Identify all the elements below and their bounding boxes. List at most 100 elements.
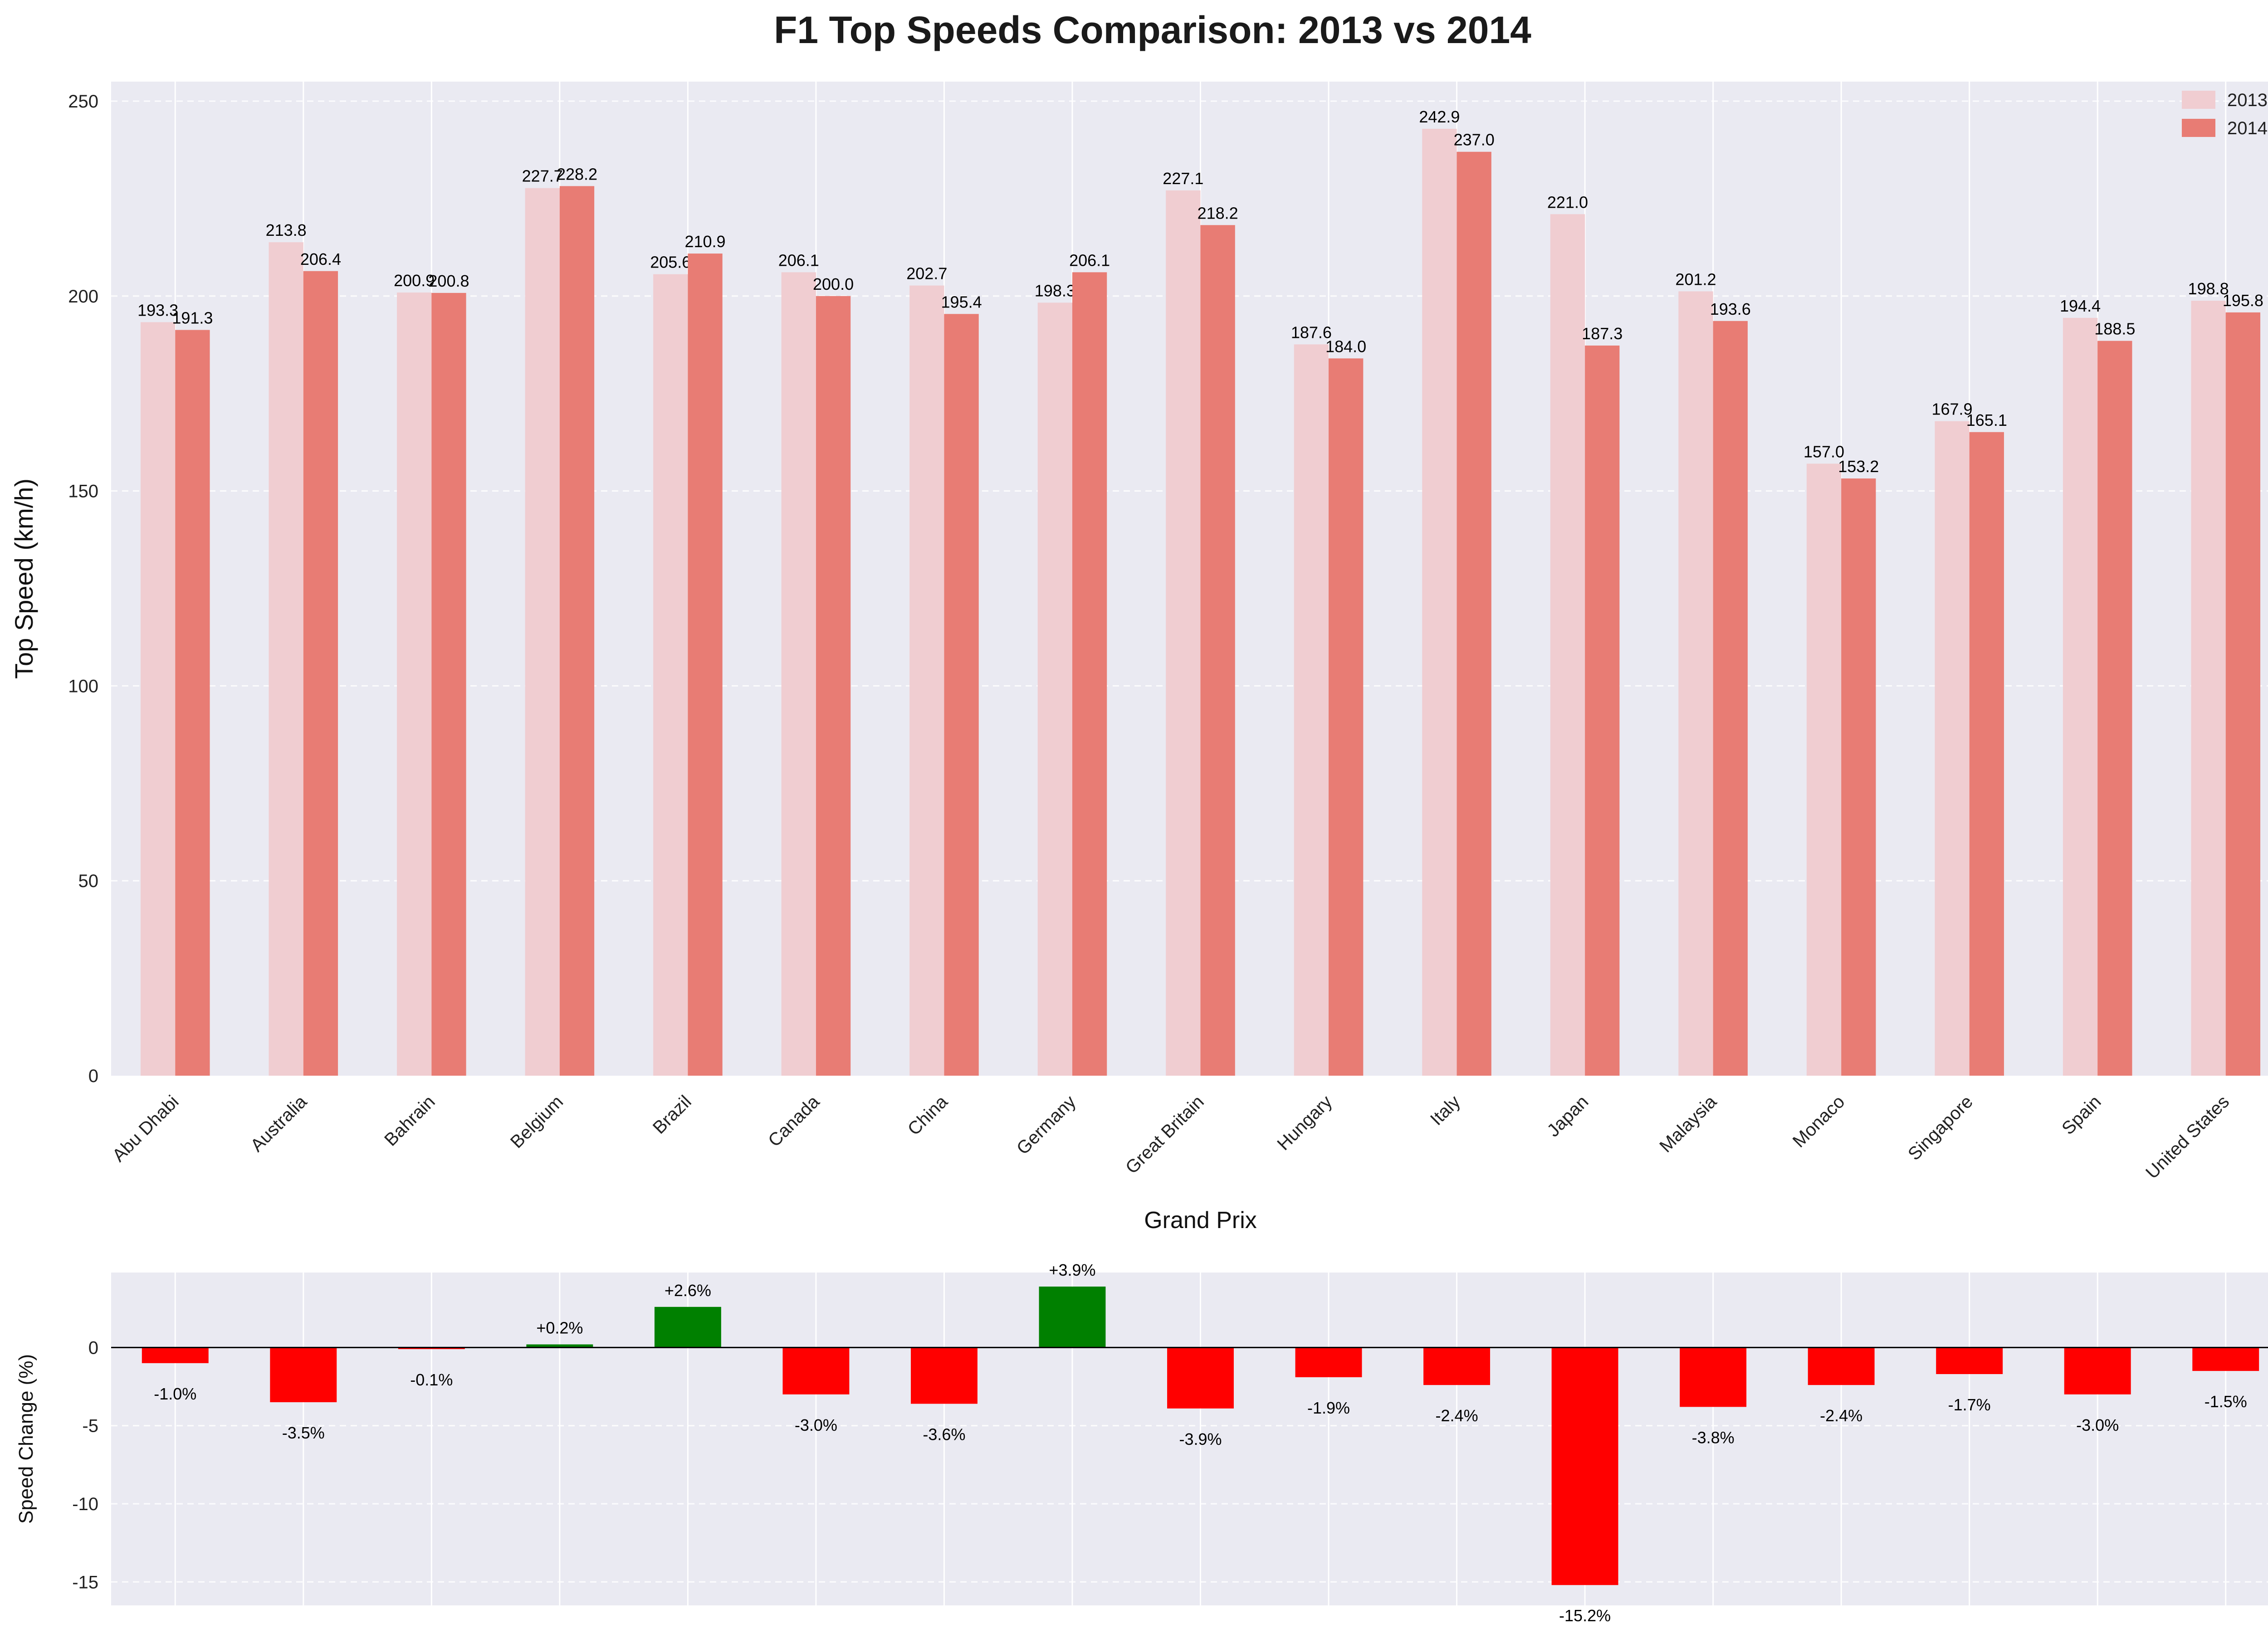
bar-2014 xyxy=(1713,321,1748,1076)
bar-value-label: 218.2 xyxy=(1198,204,1238,222)
change-value-label: -2.4% xyxy=(1436,1406,1478,1425)
change-value-label: -1.9% xyxy=(1307,1399,1350,1417)
bar-value-label: 167.9 xyxy=(1931,400,1972,419)
bar-value-label: 205.6 xyxy=(650,253,691,272)
y-tick-label: 100 xyxy=(68,676,98,696)
change-value-label: -3.9% xyxy=(1179,1430,1222,1448)
speed-change-chart: -15 -10 -5 0 -1.0% -3.5% -0.1% +0.2% +2.6% -3.0% -… xyxy=(15,1261,2268,1625)
y-tick-label: -15 xyxy=(72,1572,98,1592)
change-value-label: -3.5% xyxy=(282,1424,325,1442)
bar-2013 xyxy=(1166,190,1201,1076)
bar-value-label: 221.0 xyxy=(1547,193,1588,211)
bar-value-label: 213.8 xyxy=(266,221,307,239)
bar-value-label: 153.2 xyxy=(1838,457,1879,476)
change-bar xyxy=(2064,1347,2131,1394)
change-value-label: -2.4% xyxy=(1820,1406,1862,1425)
x-tick-label: Great Britain xyxy=(1122,1092,1208,1178)
bar-2014 xyxy=(1329,358,1364,1076)
bar-2013 xyxy=(1806,463,1842,1076)
bar-2013 xyxy=(397,293,432,1076)
bar-2013 xyxy=(1037,302,1072,1076)
change-bar xyxy=(1808,1347,1875,1385)
bar-2014 xyxy=(1969,432,2004,1076)
bar-value-label: 198.3 xyxy=(1035,281,1075,300)
bar-2013 xyxy=(909,285,944,1076)
bar-value-label: 200.0 xyxy=(813,275,854,293)
legend: 2013 2014 xyxy=(2182,90,2268,138)
bar-2014 xyxy=(559,186,595,1076)
legend-label: 2013 xyxy=(2227,90,2268,110)
bar-2014 xyxy=(2097,341,2132,1076)
change-bar xyxy=(1039,1287,1106,1348)
bar-value-label: 227.1 xyxy=(1163,169,1203,188)
x-tick-label: Spain xyxy=(2058,1092,2105,1138)
chart-title: F1 Top Speeds Comparison: 2013 vs 2014 xyxy=(774,9,1531,51)
y-tick-label: 150 xyxy=(68,482,98,502)
bar-2013 xyxy=(269,242,303,1076)
y-tick-label: -10 xyxy=(72,1494,98,1514)
bar-value-label: 200.9 xyxy=(394,271,435,290)
y-tick-label: -5 xyxy=(82,1416,98,1436)
legend-label: 2014 xyxy=(2227,118,2268,138)
bar-2013 xyxy=(1294,344,1329,1076)
plot-area xyxy=(111,1273,2268,1605)
legend-swatch-2014 xyxy=(2182,119,2215,137)
x-tick-label: Australia xyxy=(247,1092,311,1156)
bar-value-label: 202.7 xyxy=(906,264,947,283)
y-tick-label: 0 xyxy=(88,1066,98,1086)
change-bar xyxy=(910,1347,978,1404)
change-bar xyxy=(1295,1347,1362,1377)
bar-2014 xyxy=(1200,225,1235,1076)
bar-2014 xyxy=(1585,345,1620,1076)
change-bar xyxy=(1680,1347,1747,1407)
x-tick-label: Abu Dhabi xyxy=(108,1092,182,1165)
bar-2014 xyxy=(303,271,338,1076)
bar-2013 xyxy=(1422,129,1457,1076)
change-value-label: +0.2% xyxy=(536,1319,583,1337)
x-tick-label: Brazil xyxy=(649,1092,695,1138)
bar-value-label: 188.5 xyxy=(2094,320,2135,338)
change-bar xyxy=(1936,1347,2003,1374)
bar-2013 xyxy=(1678,291,1713,1076)
change-value-label: -3.6% xyxy=(923,1425,965,1443)
change-bar xyxy=(654,1307,721,1348)
y-axis-label: Top Speed (km/h) xyxy=(10,478,38,679)
bar-value-label: 187.3 xyxy=(1582,324,1623,343)
change-value-label: -1.7% xyxy=(1948,1395,1991,1414)
bar-value-label: 206.1 xyxy=(1069,251,1110,269)
change-value-label: -15.2% xyxy=(1559,1606,1611,1625)
change-bar xyxy=(142,1347,209,1363)
bar-2013 xyxy=(653,274,688,1076)
bar-2014 xyxy=(1841,478,1876,1076)
change-value-label: +3.9% xyxy=(1049,1261,1095,1279)
bar-2014 xyxy=(816,296,851,1076)
bar-2013 xyxy=(781,272,816,1076)
bar-value-label: 187.6 xyxy=(1291,323,1332,341)
bar-2014 xyxy=(2225,312,2261,1076)
change-value-label: -3.8% xyxy=(1692,1428,1735,1447)
bar-value-label: 165.1 xyxy=(1966,411,2007,429)
change-bar xyxy=(1551,1347,1618,1585)
bar-value-label: 194.4 xyxy=(2060,297,2101,315)
y-tick-label: 50 xyxy=(78,871,99,891)
x-tick-label: Belgium xyxy=(507,1092,567,1152)
bar-value-label: 184.0 xyxy=(1325,337,1366,356)
change-bar xyxy=(526,1344,593,1348)
bar-value-label: 195.4 xyxy=(941,293,982,311)
bar-value-label: 193.6 xyxy=(1710,300,1751,318)
y-axis-label: Speed Change (%) xyxy=(15,1354,37,1524)
bar-value-label: 227.7 xyxy=(522,167,563,185)
x-tick-label: China xyxy=(904,1092,952,1140)
bar-value-label: 157.0 xyxy=(1804,442,1844,461)
bar-2013 xyxy=(2191,301,2226,1076)
y-tick-label: 200 xyxy=(68,287,98,307)
y-tick-label: 0 xyxy=(88,1338,98,1358)
bar-2014 xyxy=(1072,272,1107,1076)
bar-value-label: 195.8 xyxy=(2223,291,2263,310)
bar-2014 xyxy=(944,314,979,1076)
speed-comparison-chart: 0 50 100 150 200 250 193.3 213.8 200.9 227.7 205.6… xyxy=(10,82,2268,1234)
bar-value-label: 206.4 xyxy=(300,250,341,268)
x-axis-label: Grand Prix xyxy=(1144,1207,1257,1234)
x-tick-label: Canada xyxy=(764,1092,824,1151)
